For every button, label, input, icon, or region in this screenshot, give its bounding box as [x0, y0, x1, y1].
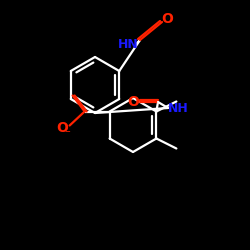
- Text: O: O: [127, 95, 139, 109]
- Text: O: O: [57, 120, 68, 134]
- Text: NH: NH: [168, 102, 188, 114]
- Text: HN: HN: [118, 38, 139, 51]
- Text: ⁻: ⁻: [65, 130, 70, 140]
- Text: O: O: [161, 12, 173, 26]
